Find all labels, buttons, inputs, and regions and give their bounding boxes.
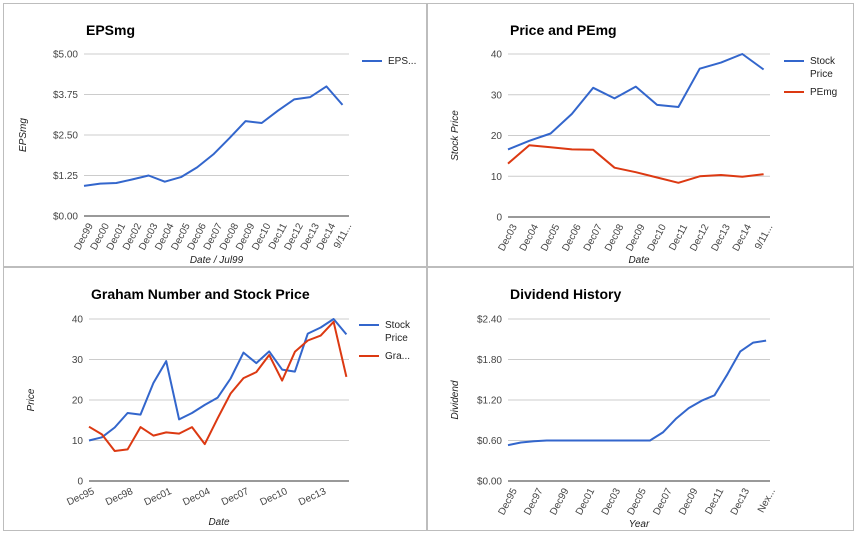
x-tick-label: Dec11 bbox=[667, 222, 690, 252]
y-tick-label: $2.40 bbox=[477, 315, 502, 326]
x-axis-title: Date bbox=[628, 255, 650, 266]
y-tick-label: $0.60 bbox=[477, 436, 502, 447]
y-tick-label: $1.25 bbox=[53, 171, 78, 182]
x-tick-label: Dec98 bbox=[104, 486, 135, 508]
y-tick-label: 40 bbox=[491, 50, 503, 61]
y-axis-title: Dividend bbox=[450, 380, 461, 419]
series-line-1 bbox=[507, 53, 765, 151]
chart-title: Graham Number and Stock Price bbox=[91, 286, 310, 302]
y-tick-label: $3.75 bbox=[53, 90, 78, 101]
x-tick-label: Dec97 bbox=[522, 486, 545, 517]
x-tick-label: Dec08 bbox=[603, 222, 626, 253]
x-tick-label: Dec05 bbox=[539, 222, 562, 253]
series-line-1 bbox=[88, 318, 348, 442]
x-axis-title: Date / Jul99 bbox=[190, 255, 244, 266]
legend-label: EPS... bbox=[388, 56, 416, 67]
x-tick-label: Dec07 bbox=[651, 486, 674, 517]
x-tick-label: Dec03 bbox=[600, 486, 623, 517]
x-tick-label: 9/11... bbox=[753, 223, 775, 252]
legend-label: Stock Price bbox=[810, 56, 836, 80]
x-tick-label: Dec14 bbox=[731, 222, 754, 253]
x-tick-label: Dec01 bbox=[143, 486, 174, 508]
x-tick-label: Dec11 bbox=[703, 486, 726, 516]
y-tick-label: $2.50 bbox=[53, 131, 78, 142]
price-pe-chart-panel: Price and PEmg 0 10 20 30 40 Dec03 Dec04 Dec05 De… bbox=[427, 3, 854, 267]
x-tick-label: Dec03 bbox=[497, 222, 520, 253]
eps-svg: EPSmg$0.00$1.25$2.50$3.75$5.00Dec99Dec00… bbox=[18, 22, 416, 266]
price-pe-svg: Price and PEmg010203040Dec03Dec04Dec05De… bbox=[450, 22, 837, 266]
x-tick-label: Dec09 bbox=[677, 486, 700, 517]
graham-svg: Graham Number and Stock Price 0 10 20 30 40 De… bbox=[26, 286, 411, 528]
series-line-1 bbox=[83, 85, 344, 187]
x-tick-label: Dec95 bbox=[497, 486, 520, 517]
y-tick-label: $1.80 bbox=[477, 355, 502, 366]
y-tick-label: 40 bbox=[72, 315, 84, 326]
x-tick-label: Dec99 bbox=[548, 486, 571, 517]
y-axis-title: Stock Price bbox=[450, 110, 461, 161]
y-tick-label: $1.20 bbox=[477, 396, 502, 407]
x-axis-title: Date bbox=[208, 517, 230, 528]
y-tick-label: 30 bbox=[491, 90, 503, 101]
x-tick-label: Dec10 bbox=[646, 222, 669, 253]
y-tick-label: 30 bbox=[72, 355, 84, 366]
legend-label: PEmg bbox=[810, 87, 837, 98]
x-tick-label: Dec04 bbox=[181, 486, 212, 508]
x-tick-label: Dec04 bbox=[518, 222, 541, 253]
y-tick-label: $0.00 bbox=[477, 477, 502, 488]
y-axis-title: EPSmg bbox=[18, 118, 29, 152]
x-tick-label: Nex... bbox=[756, 487, 778, 515]
x-tick-label: Dec07 bbox=[582, 222, 605, 253]
x-tick-label: Dec13 bbox=[297, 486, 328, 508]
chart-title: EPSmg bbox=[86, 22, 135, 38]
series-line-2 bbox=[507, 144, 764, 184]
y-tick-label: 10 bbox=[491, 172, 503, 183]
y-tick-label: 20 bbox=[491, 131, 503, 142]
y-tick-label: $0.00 bbox=[53, 212, 78, 223]
x-tick-label: Dec01 bbox=[574, 486, 597, 517]
x-tick-label: Dec05 bbox=[626, 486, 649, 517]
y-tick-label: 0 bbox=[496, 213, 502, 224]
x-tick-label: Dec06 bbox=[560, 222, 583, 253]
x-axis-title: Year bbox=[629, 519, 650, 530]
x-tick-label: Dec07 bbox=[220, 486, 251, 508]
y-tick-label: $5.00 bbox=[53, 50, 78, 61]
dividend-chart-panel: Dividend History $0.00 $0.60 $1.20 $1.80 $2.4… bbox=[427, 267, 854, 531]
x-tick-label: Dec95 bbox=[65, 486, 96, 508]
series-line-2 bbox=[88, 320, 348, 452]
x-tick-label: Dec09 bbox=[624, 222, 647, 253]
dividend-svg: Dividend History $0.00 $0.60 $1.20 $1.80 $2.4… bbox=[450, 286, 778, 530]
x-tick-label: Dec12 bbox=[688, 222, 711, 253]
y-axis-title: Price bbox=[26, 388, 37, 411]
chart-title: Dividend History bbox=[510, 286, 621, 302]
y-tick-label: 0 bbox=[77, 477, 83, 488]
graham-chart-panel: Graham Number and Stock Price 0 10 20 30 40 De… bbox=[3, 267, 427, 531]
series-line-1 bbox=[507, 339, 767, 447]
y-tick-label: 10 bbox=[72, 436, 84, 447]
y-tick-label: 20 bbox=[72, 396, 84, 407]
x-tick-label: Dec13 bbox=[729, 486, 752, 517]
chart-title: Price and PEmg bbox=[510, 22, 617, 38]
eps-chart-panel: EPSmg $0.00 $1.25 $2.50 $3.75 $5.00 Dec99 Dec00… bbox=[3, 3, 427, 267]
x-tick-label: Dec10 bbox=[258, 486, 289, 508]
x-tick-label: Dec13 bbox=[710, 222, 733, 253]
legend-label: Gra... bbox=[385, 351, 410, 362]
legend-label: Stock Price bbox=[385, 320, 411, 344]
